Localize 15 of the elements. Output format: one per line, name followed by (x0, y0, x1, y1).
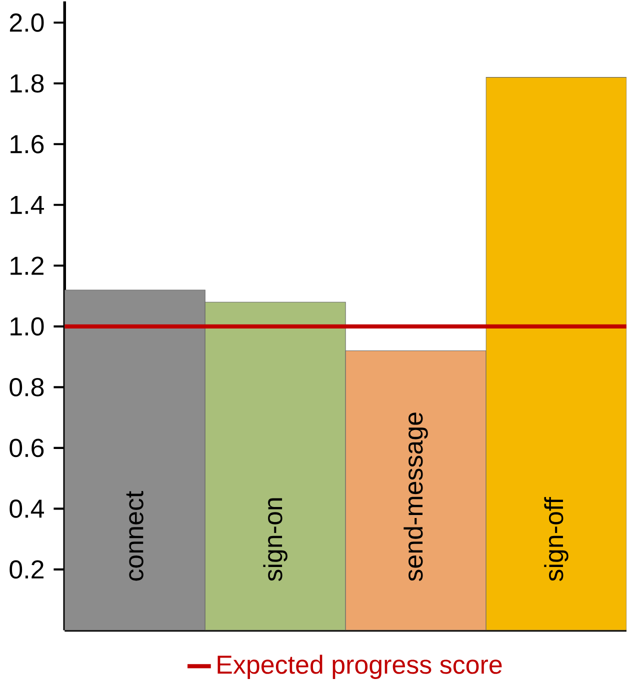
y-tick-label: 0.4 (10, 499, 44, 518)
y-tick-label: 1.4 (10, 196, 44, 214)
y-tick-label: 1.0 (10, 317, 44, 336)
x-tick-label: sign-off (544, 497, 568, 582)
y-tick-label: 1.6 (10, 134, 44, 154)
y-tick-label: 1.2 (10, 256, 44, 275)
legend-label: Expected progress score (218, 654, 502, 680)
y-tick-label: 0.6 (10, 438, 44, 458)
x-tick-label: connect (126, 491, 144, 581)
y-tick-label: 2.0 (10, 13, 44, 32)
y-tick-label: 0.8 (10, 378, 44, 396)
y-tick-label: 1.8 (10, 74, 44, 93)
x-tick-label: send-message (404, 412, 428, 582)
x-tick-label: sign-on (263, 498, 288, 582)
y-tick-label: 0.2 (10, 560, 44, 579)
